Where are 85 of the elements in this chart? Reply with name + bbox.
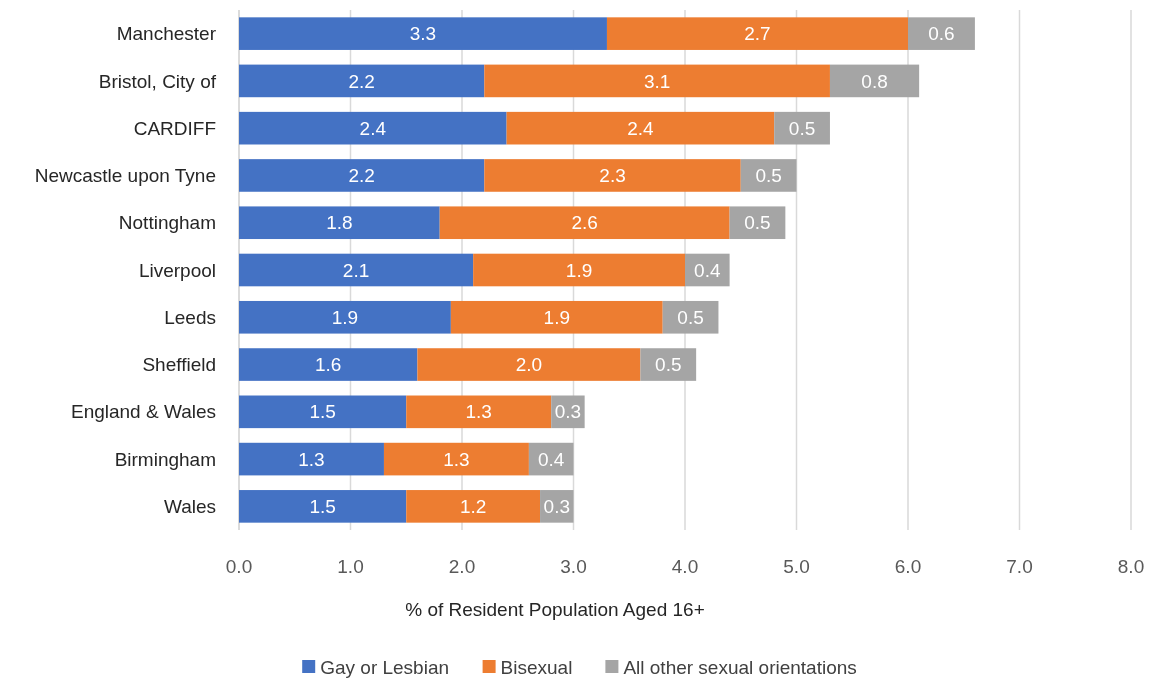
data-label: 1.9 (331, 306, 359, 328)
bar (239, 206, 440, 240)
data-label: 2.1 (342, 259, 370, 281)
bar (439, 206, 730, 240)
x-tick-label: 2.0 (448, 556, 476, 577)
bar (383, 442, 529, 476)
data-label: 0.8 (861, 70, 888, 92)
x-axis-title: % of Resident Population Aged 16+ (405, 599, 705, 620)
bar (406, 395, 552, 429)
legend-label: Gay or Lesbian (320, 656, 450, 678)
bar (484, 159, 741, 192)
y-tick-label: Bristol, City of (98, 70, 217, 92)
bar (239, 442, 384, 476)
bar (239, 159, 485, 192)
data-label: 1.3 (443, 448, 470, 470)
bar (908, 17, 975, 50)
y-tick-label: England & Wales (70, 401, 216, 423)
bar (239, 253, 474, 287)
bar (239, 300, 451, 334)
data-label: 2.0 (515, 354, 543, 376)
x-tick-label: 3.0 (560, 556, 587, 577)
data-label: 1.8 (326, 212, 353, 234)
data-label: 0.6 (928, 23, 955, 45)
bar (239, 348, 418, 381)
legend-label: Bisexual (500, 656, 573, 678)
bar (239, 111, 507, 145)
bar (239, 395, 407, 429)
x-tick-label: 6.0 (894, 556, 922, 577)
y-tick-label: Nottingham (118, 212, 216, 234)
y-tick-label: Sheffield (142, 354, 216, 376)
data-label: 2.4 (359, 117, 387, 139)
data-label: 2.7 (744, 23, 771, 45)
bar (417, 348, 641, 381)
x-tick-label: 4.0 (671, 556, 699, 577)
data-label: 1.5 (309, 496, 336, 518)
y-tick-label: Wales (163, 496, 216, 518)
data-label: 0.3 (543, 496, 570, 518)
bar (829, 64, 920, 98)
bar (506, 111, 775, 145)
data-label: 0.4 (694, 259, 721, 281)
bar (484, 64, 830, 98)
data-label: 2.2 (348, 70, 375, 92)
bar (606, 17, 908, 50)
data-label: 1.6 (314, 354, 342, 376)
bar (740, 159, 797, 192)
data-label: 0.5 (677, 306, 704, 328)
y-tick-label: CARDIFF (133, 117, 216, 139)
data-label: 0.5 (788, 117, 816, 139)
data-label: 1.3 (465, 401, 492, 423)
x-tick-label: 8.0 (1117, 556, 1145, 577)
bar (239, 490, 407, 523)
x-tick-label: 0.0 (225, 556, 253, 577)
data-label: 1.5 (309, 401, 336, 423)
y-tick-label: Newcastle upon Tyne (34, 165, 216, 187)
x-tick-label: 7.0 (1006, 556, 1033, 577)
y-tick-label: Liverpool (138, 259, 216, 281)
bar (473, 253, 685, 287)
data-label: 3.1 (643, 70, 671, 92)
bar (239, 17, 607, 50)
bar (450, 300, 663, 334)
bar (640, 348, 697, 381)
data-label: 1.3 (298, 448, 325, 470)
bar (662, 300, 719, 334)
data-label: 2.6 (571, 212, 598, 234)
legend-label: All other sexual orientations (623, 656, 857, 678)
bar (239, 64, 485, 98)
data-label: 0.5 (744, 212, 771, 234)
data-label: 0.3 (554, 401, 582, 423)
bar (406, 490, 541, 523)
data-label: 2.4 (627, 117, 655, 139)
y-tick-label: Leeds (164, 306, 216, 328)
y-tick-label: Birmingham (114, 448, 216, 470)
data-label: 0.5 (655, 354, 682, 376)
x-tick-label: 5.0 (783, 556, 810, 577)
data-label: 1.9 (543, 306, 570, 328)
data-label: 0.4 (537, 448, 565, 470)
data-label: 2.2 (348, 165, 375, 187)
y-tick-label: Manchester (116, 23, 217, 45)
data-label: 3.3 (409, 23, 437, 45)
data-label: 1.2 (459, 496, 487, 518)
data-label: 2.3 (599, 165, 626, 187)
bar (729, 206, 786, 240)
data-label: 1.9 (565, 259, 593, 281)
x-tick-label: 1.0 (337, 556, 364, 577)
data-label: 0.5 (755, 165, 782, 187)
